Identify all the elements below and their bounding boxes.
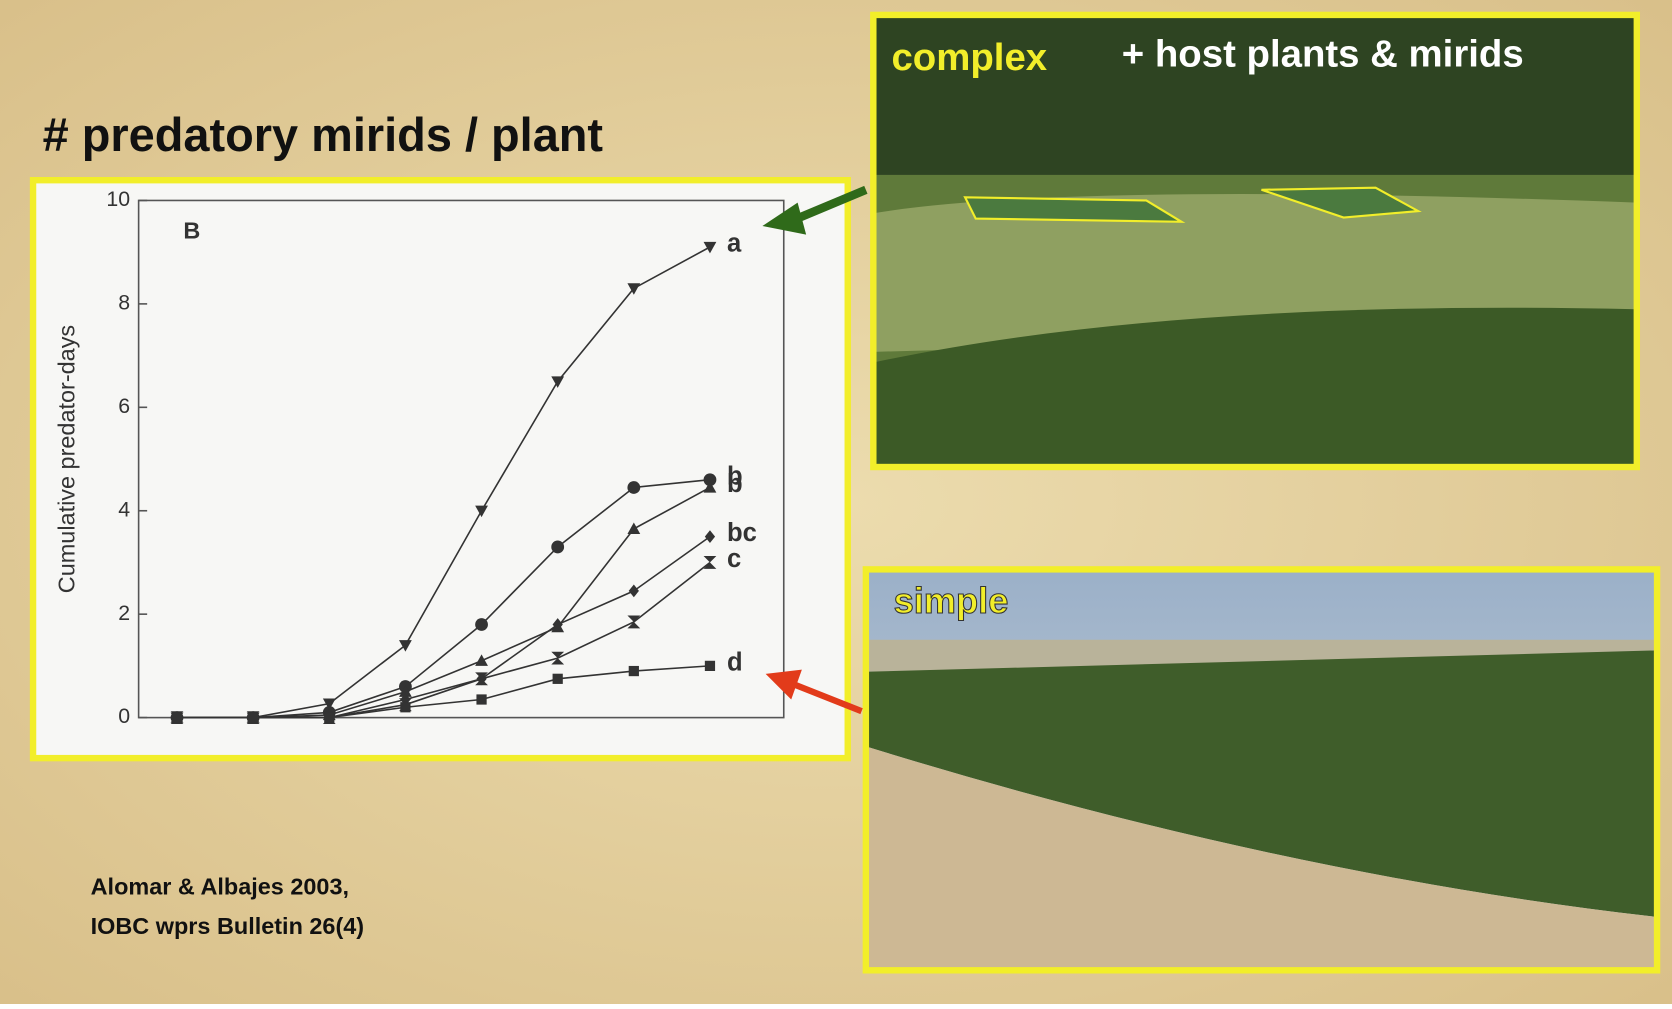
marker — [172, 712, 182, 722]
marker — [627, 481, 640, 494]
photo-complex — [873, 15, 1636, 467]
marker — [400, 702, 410, 712]
citation: IOBC wprs Bulletin 26(4) — [91, 913, 364, 939]
y-tick-label: 4 — [118, 497, 130, 521]
marker — [248, 712, 258, 722]
series-label: d — [727, 649, 743, 677]
photo-label: complex — [891, 36, 1047, 79]
photo-simple — [866, 569, 1657, 970]
marker — [476, 694, 486, 704]
y-axis-label: Cumulative predator-days — [53, 325, 79, 593]
marker — [629, 666, 639, 676]
photo-label: simple — [894, 580, 1009, 621]
citation: Alomar & Albajes 2003, — [91, 873, 349, 899]
marker — [553, 674, 563, 684]
marker — [324, 712, 334, 722]
photo-caption: + host plants & mirids — [1122, 33, 1524, 76]
panel-label: B — [183, 218, 200, 244]
series-label: b — [727, 470, 743, 498]
y-tick-label: 2 — [118, 601, 130, 625]
y-tick-label: 10 — [106, 187, 130, 211]
y-tick-label: 8 — [118, 291, 130, 315]
y-tick-label: 6 — [118, 394, 130, 418]
series-label: bc — [727, 519, 757, 547]
y-tick-label: 0 — [118, 704, 130, 728]
slide: # predatory mirids / plant Alomar & Alba… — [0, 0, 1672, 1004]
marker — [551, 541, 564, 554]
chart-frame — [33, 180, 848, 758]
series-label: a — [727, 230, 742, 258]
page: {"slide": {"title": "# predatory mirids … — [0, 0, 1672, 1004]
slide-title: # predatory mirids / plant — [43, 109, 604, 161]
series-label: c — [727, 545, 741, 573]
marker — [705, 661, 715, 671]
marker — [475, 618, 488, 631]
